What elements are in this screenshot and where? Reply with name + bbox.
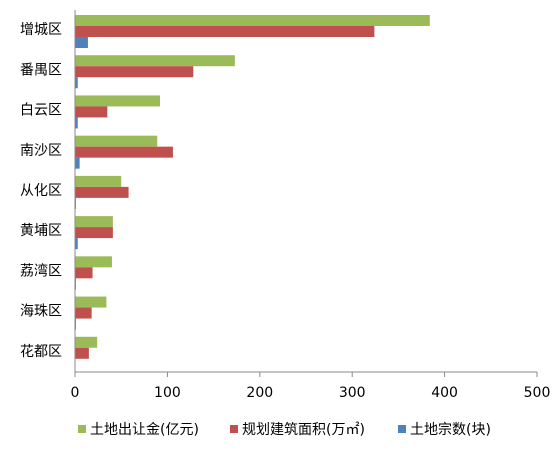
bar xyxy=(75,55,235,67)
legend-marker xyxy=(78,425,86,433)
bar xyxy=(75,347,89,359)
y-tick-label: 荔湾区 xyxy=(20,262,62,279)
x-tick-label: 500 xyxy=(524,385,551,401)
legend-label: 规划建筑面积(万㎡) xyxy=(242,422,365,438)
y-tick-label: 花都区 xyxy=(20,344,62,360)
bar xyxy=(75,26,375,37)
legend-label: 土地宗数(块) xyxy=(410,422,491,438)
y-tick-label: 黄埔区 xyxy=(20,222,62,239)
bar xyxy=(75,157,80,169)
bar xyxy=(75,37,88,48)
bar xyxy=(75,106,108,118)
x-tick-label: 0 xyxy=(71,385,80,401)
bar xyxy=(75,186,129,198)
bar xyxy=(75,77,78,89)
bar xyxy=(75,135,158,147)
bar xyxy=(75,216,113,228)
x-tick-label: 100 xyxy=(154,385,181,401)
legend-label: 土地出让金(亿元) xyxy=(90,422,199,438)
bar xyxy=(75,15,430,26)
legend-marker xyxy=(398,425,406,433)
y-tick-label: 南沙区 xyxy=(20,143,62,159)
y-tick-label: 从化区 xyxy=(20,183,62,199)
x-tick-label: 400 xyxy=(431,385,458,401)
bar xyxy=(75,296,107,308)
bar xyxy=(75,146,173,158)
bar xyxy=(75,256,112,268)
bar xyxy=(75,95,161,107)
y-tick-label: 白云区 xyxy=(20,103,62,119)
y-tick-label: 海珠区 xyxy=(20,304,62,320)
x-tick-label: 300 xyxy=(339,385,366,401)
x-tick-label: 200 xyxy=(246,385,273,401)
bar xyxy=(75,307,92,319)
bar xyxy=(75,336,98,348)
y-tick-label: 增城区 xyxy=(20,22,62,38)
bar xyxy=(75,238,78,250)
y-tick-label: 番禺区 xyxy=(20,62,62,78)
bar xyxy=(75,175,122,187)
bar xyxy=(75,117,78,129)
bar xyxy=(75,66,194,78)
legend-marker xyxy=(230,425,238,433)
bar xyxy=(75,267,93,279)
bar xyxy=(75,227,113,239)
